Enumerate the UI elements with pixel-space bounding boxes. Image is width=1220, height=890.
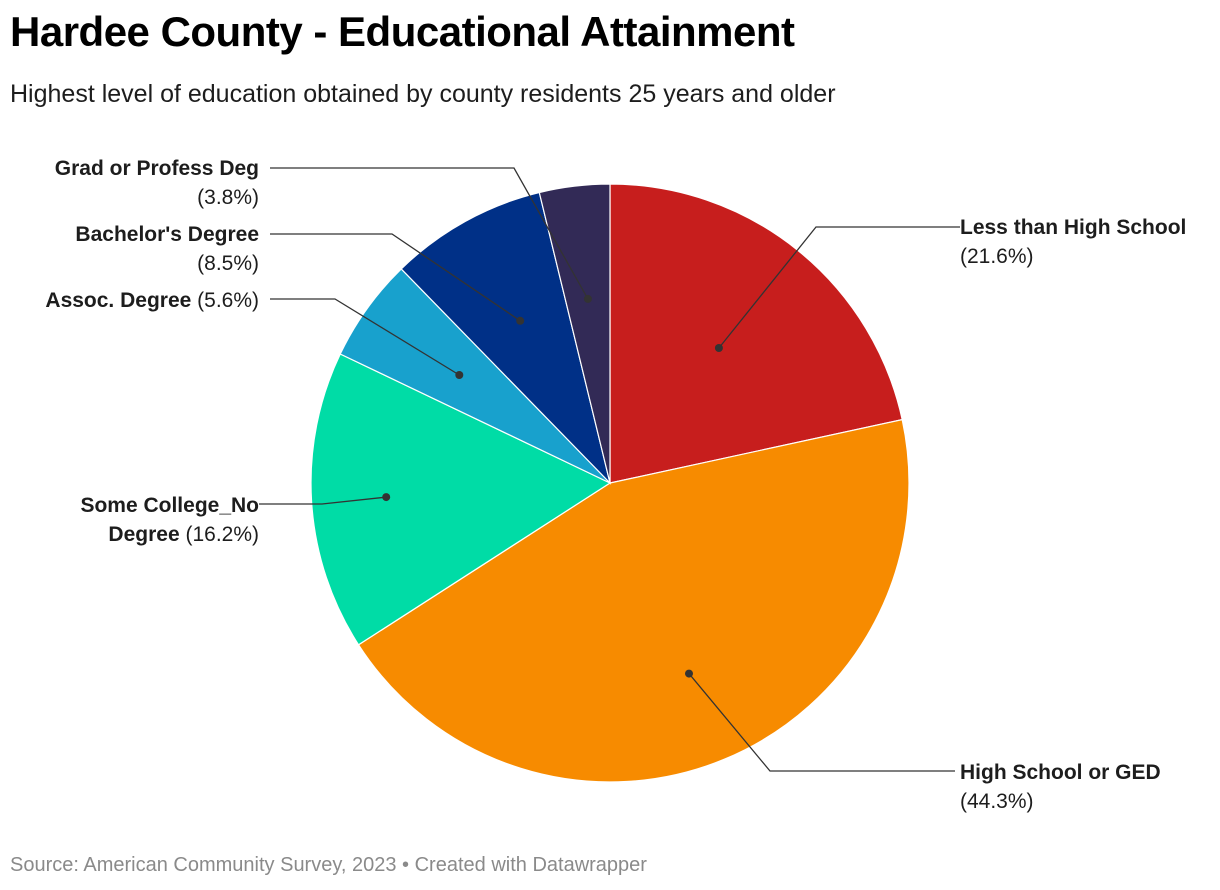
- leader-dot-assoc-degree: [455, 371, 464, 379]
- label-name-some-college-part2: Degree: [108, 523, 185, 546]
- leader-dot-grad-or-profess-deg: [583, 294, 592, 303]
- source-note: Source: American Community Survey, 2023: [10, 854, 397, 876]
- label-assoc-degree: Assoc. Degree (5.6%): [45, 289, 259, 312]
- label-name-grad-or-profess-deg: Grad or Profess Deg: [55, 157, 259, 180]
- leader-dot-high-school-or-ged: [685, 669, 693, 678]
- footer-separator: •: [402, 854, 410, 876]
- label-pct-value-less-than-high-school: (21.6%): [960, 245, 1034, 268]
- label-pct-high-school-or-ged: (44.3%): [960, 790, 1034, 813]
- label-name-some-college-part1: Some College_No: [80, 494, 259, 517]
- label-name-bachelors-degree: Bachelor's Degree: [75, 223, 259, 246]
- leader-dot-less-than-high-school: [714, 344, 723, 352]
- label-some-college-line2: Degree (16.2%): [108, 523, 259, 546]
- label-pct-value-bachelors-degree: (8.5%): [197, 252, 259, 275]
- label-grad-or-profess-deg: Grad or Profess Deg: [55, 157, 259, 180]
- slice-some-college-no-degree: [310, 353, 612, 646]
- label-pct-bachelors-degree: (8.5%): [197, 252, 259, 275]
- leader-dot-some-college-no-degree: [382, 493, 391, 502]
- label-pct-less-than-high-school: (21.6%): [960, 245, 1034, 268]
- label-some-college-line1: Some College_No: [80, 494, 259, 517]
- label-pct-value-assoc-degree: (5.6%): [191, 289, 259, 312]
- label-name-less-than-high-school: Less than High School: [960, 216, 1186, 239]
- leader-line-less-than-high-school: [718, 226, 960, 349]
- slice-bachelor-s-degree: [400, 191, 612, 485]
- label-name-high-school-or-ged: High School or GED: [960, 761, 1161, 784]
- slice-high-school-or-ged: [357, 418, 910, 783]
- label-bachelors-degree: Bachelor's Degree: [75, 223, 259, 246]
- label-high-school-or-ged: High School or GED: [960, 761, 1161, 784]
- chart-subtitle: Highest level of education obtained by c…: [10, 80, 836, 108]
- leader-line-some-college-no-degree: [259, 496, 387, 505]
- leader-lines: [259, 167, 960, 772]
- label-name-assoc-degree: Assoc. Degree: [45, 289, 191, 312]
- label-pct-value-some-college: (16.2%): [185, 523, 259, 546]
- chart-title: Hardee County - Educational Attainment: [10, 8, 795, 55]
- leader-line-bachelor-s-degree: [270, 233, 521, 322]
- chart-footer: Source: American Community Survey, 2023 …: [10, 854, 647, 877]
- slice-grad-or-profess-deg: [538, 183, 611, 484]
- leader-line-assoc-degree: [270, 298, 460, 376]
- credit-note: Created with Datawrapper: [414, 854, 647, 876]
- pie-slices: [310, 183, 910, 783]
- label-pct-grad-or-profess-deg: (3.8%): [197, 186, 259, 209]
- leader-line-grad-or-profess-deg: [270, 167, 589, 300]
- label-pct-value-high-school-or-ged: (44.3%): [960, 790, 1034, 813]
- leader-line-high-school-or-ged: [688, 673, 955, 772]
- leader-dot-bachelor-s-degree: [516, 316, 525, 325]
- label-less-than-high-school: Less than High School: [960, 216, 1186, 239]
- label-pct-value-grad-or-profess-deg: (3.8%): [197, 186, 259, 209]
